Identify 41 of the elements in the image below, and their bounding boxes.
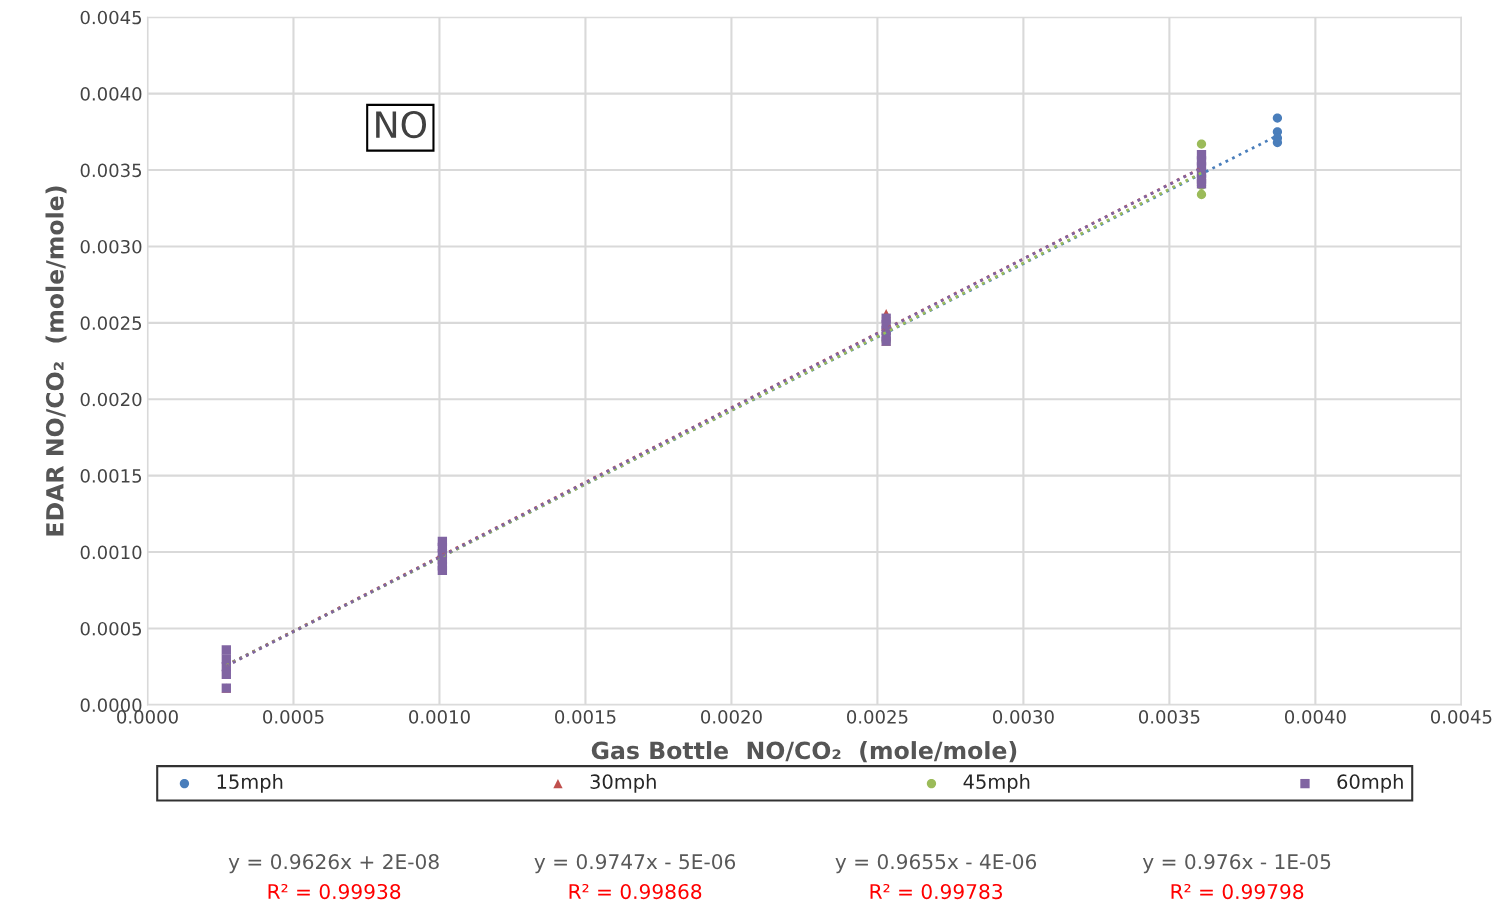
- y-axis-title: EDAR NO/CO₂ (mole/mole): [45, 186, 67, 536]
- x-tick-label: 0.0015: [555, 710, 616, 724]
- text: R² = 0.99938: [268, 883, 401, 900]
- point: [1196, 139, 1207, 149]
- y-tick-label: 0.0020: [80, 392, 142, 407]
- text: y = 0.9747x - 5E-06: [534, 854, 736, 874]
- annotation: NO: [376, 110, 427, 139]
- y-tick-label: 0.0045: [80, 10, 142, 25]
- text: y = 0.9626x + 2E-08: [228, 854, 439, 874]
- point: [221, 669, 231, 679]
- y-tick-label: 0.0015: [80, 469, 142, 483]
- y-tick-label: 0.0000: [80, 698, 142, 712]
- y-tick-label: 0.0040: [80, 87, 142, 101]
- y-tick-label: 0.0025: [80, 316, 142, 330]
- x-tick-label: 0.0030: [993, 710, 1054, 724]
- point: [437, 565, 448, 576]
- point: [1272, 113, 1283, 123]
- legend-label: 45mph: [963, 773, 1030, 793]
- text: R² = 0.99868: [569, 883, 702, 900]
- y-tick-label: 0.0035: [80, 163, 142, 178]
- x-tick-label: 0.0025: [847, 710, 908, 724]
- legend-label: 60mph: [1337, 773, 1403, 793]
- text: y = 0.976x - 1E-05: [1142, 854, 1331, 874]
- y-tick-label: 0.0030: [80, 239, 142, 254]
- x-tick-label: 0.0000: [117, 710, 178, 724]
- point: [221, 645, 231, 655]
- y-tick-label: 0.0010: [80, 545, 142, 560]
- text: R² = 0.99783: [870, 883, 1003, 900]
- x-tick-label: 0.0035: [1138, 710, 1200, 724]
- x-tick-label: 0.0020: [701, 710, 762, 724]
- x-tick-label: 0.0010: [409, 710, 470, 724]
- point: [1196, 189, 1207, 200]
- x-tick-label: 0.0005: [263, 710, 324, 724]
- y-tick-label: 0.0005: [80, 621, 142, 636]
- x-tick-label: 0.0045: [1430, 710, 1492, 724]
- x-axis-title: Gas Bottle NO/CO₂ (mole/mole): [591, 741, 1017, 763]
- legend-label: 30mph: [590, 773, 656, 793]
- text: R² = 0.99798: [1171, 883, 1304, 900]
- legend-label: 15mph: [217, 773, 283, 793]
- x-tick-label: 0.0040: [1284, 710, 1346, 724]
- text: y = 0.9655x - 4E-06: [835, 854, 1037, 874]
